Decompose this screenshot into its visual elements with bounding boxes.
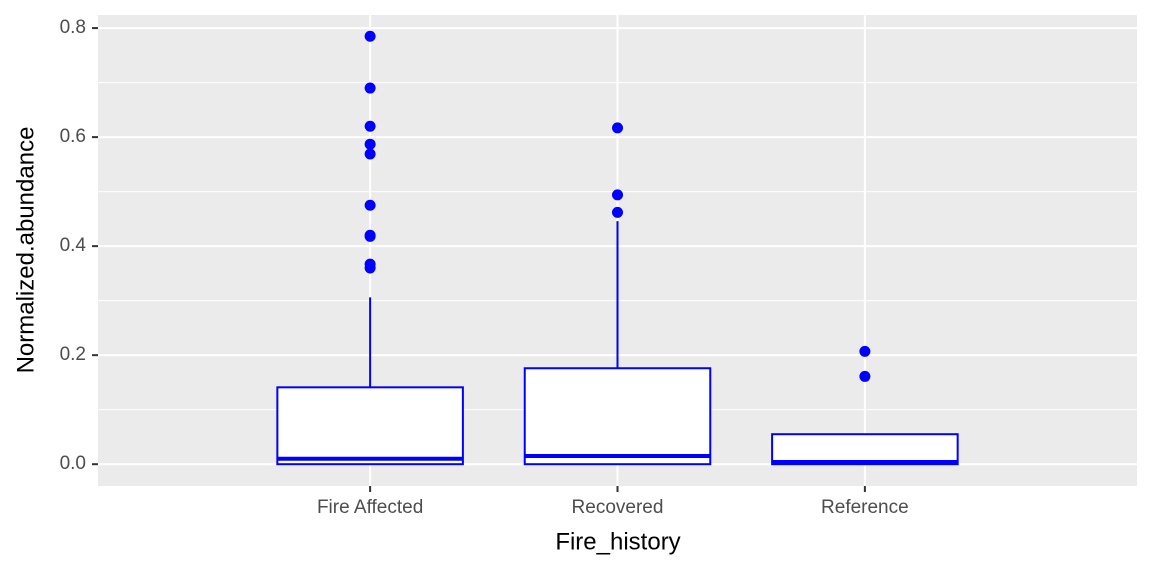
box	[523, 367, 712, 466]
outlier	[612, 206, 623, 218]
x-tick-label: Recovered	[572, 497, 664, 518]
outlier	[364, 138, 376, 150]
outlier	[612, 189, 623, 201]
y-axis-title: Normalized.abundance	[12, 127, 39, 374]
x-tick-label: Reference	[821, 497, 909, 518]
box	[771, 433, 959, 466]
outlier	[364, 148, 376, 160]
x-tick-label: Fire Affected	[317, 497, 423, 518]
box	[276, 386, 464, 466]
outlier	[859, 370, 871, 382]
outlier	[364, 230, 376, 242]
outlier	[364, 199, 376, 211]
outlier	[364, 82, 376, 94]
y-tick-label: 0.2	[60, 344, 86, 365]
outlier	[364, 30, 376, 42]
y-tick-label: 0.0	[60, 453, 86, 474]
y-tick-label: 0.4	[60, 235, 87, 256]
outlier	[364, 262, 376, 274]
outlier	[612, 122, 623, 134]
x-axis-title: Fire_history	[555, 528, 680, 555]
outlier	[859, 345, 871, 357]
outlier	[364, 120, 376, 132]
y-tick-label: 0.6	[60, 126, 86, 147]
y-tick-label: 0.8	[60, 17, 86, 38]
